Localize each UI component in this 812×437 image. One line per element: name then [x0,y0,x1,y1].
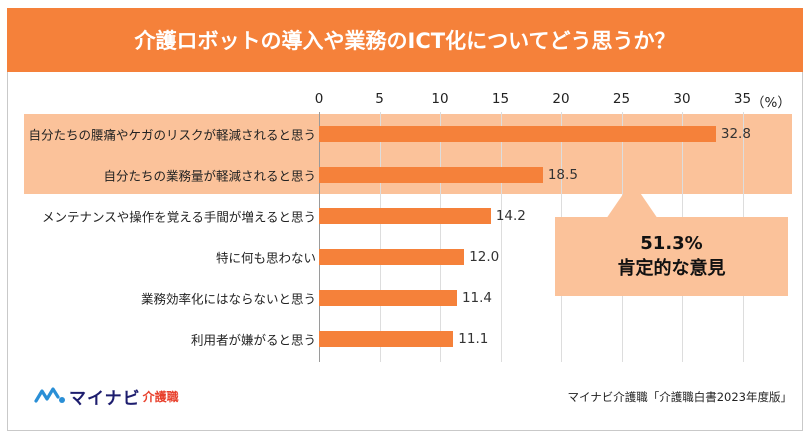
title-bar: 介護ロボットの導入や業務のICT化についてどう思うか？ [7,8,803,72]
positive-opinion-callout: 51.3% 肯定的な意見 [555,217,788,296]
bar [319,290,457,306]
x-tick-label: 15 [491,91,510,107]
category-label: 利用者が嫌がると思う [190,332,316,348]
logo-sub: 介護職 [142,389,179,404]
category-label: 自分たちの業務量が軽減されると思う [103,168,316,184]
bar [319,167,543,183]
bar [319,208,491,224]
callout-percent: 51.3% [640,233,703,255]
x-tick-label: 10 [431,91,449,107]
x-tick-label: 30 [673,91,691,107]
category-label: 自分たちの腰痛やケガのリスクが軽減されると思う [28,127,316,143]
gridline [440,112,441,362]
category-label: 業務効率化にはならないと思う [140,291,316,307]
x-axis-unit: （%） [751,95,791,111]
category-label: 特に何も思わない [215,250,316,266]
bar-value-label: 11.1 [458,331,489,347]
bar-value-label: 12.0 [469,249,500,265]
callout-label: 肯定的な意見 [617,257,726,279]
x-tick-label: 20 [552,91,570,107]
bar-value-label: 18.5 [547,167,578,183]
mynavi-logo: マイナビ 介護職 [34,385,179,409]
gridline [319,112,320,362]
x-tick-label: 5 [375,91,384,107]
bar-value-label: 14.2 [495,208,526,224]
chart-title: 介護ロボットの導入や業務のICT化についてどう思うか？ [134,29,676,53]
x-tick-label: 35 [733,91,752,107]
logo-name: マイナビ [69,388,141,409]
gridline [379,112,381,362]
category-label: メンテナンスや操作を覚える手間が増えると思う [41,209,316,225]
x-tick-label: 0 [314,91,324,107]
x-tick-label: 25 [612,91,631,107]
bar-value-label: 11.4 [461,290,492,306]
mynavi-logo-icon [34,387,65,403]
bar [319,331,454,347]
bar [319,249,465,265]
source-note: マイナビ介護職「介護職白書2023年度版」 [567,390,792,404]
bar-value-label: 32.8 [720,126,751,142]
bar [319,126,716,142]
gridline [500,112,502,362]
callout-tail [606,181,658,219]
